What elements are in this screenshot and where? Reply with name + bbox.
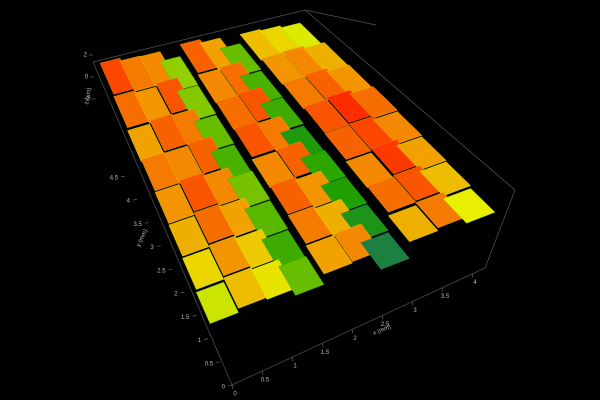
x-tick xyxy=(351,329,354,334)
surface-cell xyxy=(155,77,195,114)
surface-cell xyxy=(442,188,496,224)
x-tick-label: 0.5 xyxy=(261,378,270,384)
surface-cell xyxy=(227,170,271,209)
surface-cell xyxy=(193,114,235,151)
z-tick-label: 2 xyxy=(84,53,88,59)
surface-cell xyxy=(305,235,353,275)
y-tick-label: 2 xyxy=(174,292,178,298)
y-tick-label: 1.5 xyxy=(181,315,190,321)
x-tick xyxy=(321,343,324,348)
y-tick-label: 2.5 xyxy=(157,268,166,274)
surface-cell xyxy=(326,89,374,123)
surface-cell xyxy=(370,139,421,175)
bounding-box xyxy=(92,9,516,386)
x-tick xyxy=(231,384,234,390)
x-tick xyxy=(411,301,414,306)
x-tick-label: 4 xyxy=(473,280,477,286)
y-tick xyxy=(204,338,209,340)
surface-cell xyxy=(300,150,347,186)
surface-cell xyxy=(179,39,220,73)
y-axis-label: y (mm) xyxy=(136,229,149,248)
surface-cell xyxy=(168,215,210,257)
surface-cell xyxy=(219,43,262,76)
x-tick-label: 1 xyxy=(293,364,297,370)
y-tick xyxy=(216,361,221,364)
z-tick-label: -2 xyxy=(84,97,90,103)
y-tick xyxy=(168,268,173,271)
surface-cell xyxy=(182,248,224,290)
surface-cell xyxy=(360,232,410,270)
surface-cell xyxy=(250,259,296,300)
y-tick xyxy=(180,291,185,294)
y-tick-label: 0 xyxy=(222,385,226,391)
surface xyxy=(99,22,496,324)
x-tick-label: 2.5 xyxy=(381,322,390,328)
surface-cell xyxy=(154,184,195,224)
surface-cell xyxy=(176,85,217,121)
surface-cell xyxy=(349,86,398,119)
surface-cell xyxy=(149,113,188,152)
surface-cell xyxy=(234,228,279,269)
x-tick xyxy=(441,287,444,292)
z-axis-label: z (µm) xyxy=(84,87,93,105)
surface-cell xyxy=(303,99,350,134)
surface-cell xyxy=(203,167,245,206)
y-tick-label: 4 xyxy=(127,199,131,205)
surface-cell xyxy=(193,203,236,244)
surface-cell xyxy=(419,161,471,197)
surface-cell xyxy=(239,70,283,104)
surface-cell xyxy=(396,136,447,171)
y-tick-label: 3.5 xyxy=(134,222,143,228)
x-tick-label: 3 xyxy=(413,308,417,314)
surface-cell xyxy=(178,172,220,212)
surface-cell xyxy=(195,281,239,324)
surface-cell xyxy=(159,56,199,91)
surface-cell xyxy=(366,176,417,213)
surface-cell xyxy=(387,205,439,242)
x-tick-label: 3.5 xyxy=(441,294,450,300)
y-tick-label: 3 xyxy=(150,245,154,251)
surface-cell xyxy=(219,197,262,237)
surface-cell xyxy=(324,125,372,160)
surface-cell xyxy=(244,200,289,239)
z-tick-label: 0 xyxy=(85,75,89,81)
x-tick-label: 1.5 xyxy=(321,350,330,356)
x-tick-label: 0 xyxy=(233,392,237,398)
y-tick-label: 4.5 xyxy=(110,176,119,182)
y-tick xyxy=(192,315,197,317)
y-tick xyxy=(132,198,138,201)
surface-cell xyxy=(187,136,229,174)
surface-cell xyxy=(233,121,277,158)
x-tick xyxy=(291,357,294,362)
surface-cell xyxy=(320,176,368,213)
surface-cell xyxy=(340,204,389,241)
surface-cell xyxy=(287,205,334,244)
surface-cell xyxy=(393,165,444,201)
y-tick xyxy=(144,222,149,224)
surface-cell xyxy=(269,176,315,215)
x-tick xyxy=(381,315,384,320)
y-tick xyxy=(156,245,161,247)
surface-cell xyxy=(415,192,467,229)
x-tick xyxy=(261,370,264,376)
surface-cell xyxy=(99,57,136,95)
surface-cell xyxy=(119,55,157,92)
surface-cell xyxy=(278,256,325,296)
y-tick-label: 1 xyxy=(198,338,202,344)
y-tick-label: 0.5 xyxy=(205,361,214,367)
x-tick-label: 2 xyxy=(353,336,357,342)
y-tick xyxy=(227,384,233,387)
x-tick xyxy=(471,273,474,278)
surface-cell xyxy=(140,152,180,192)
y-tick xyxy=(121,175,126,178)
surface-cell xyxy=(113,90,150,128)
surface-cell xyxy=(372,111,423,145)
surface-cell xyxy=(259,97,304,132)
